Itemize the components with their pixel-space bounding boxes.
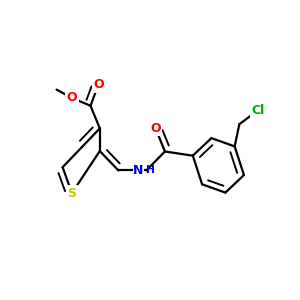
Text: O: O [93,78,104,91]
Text: S: S [68,187,76,200]
Text: N: N [133,164,143,177]
Text: H: H [146,165,155,176]
Text: O: O [150,122,161,135]
Text: Cl: Cl [251,104,265,117]
Text: O: O [67,92,77,104]
